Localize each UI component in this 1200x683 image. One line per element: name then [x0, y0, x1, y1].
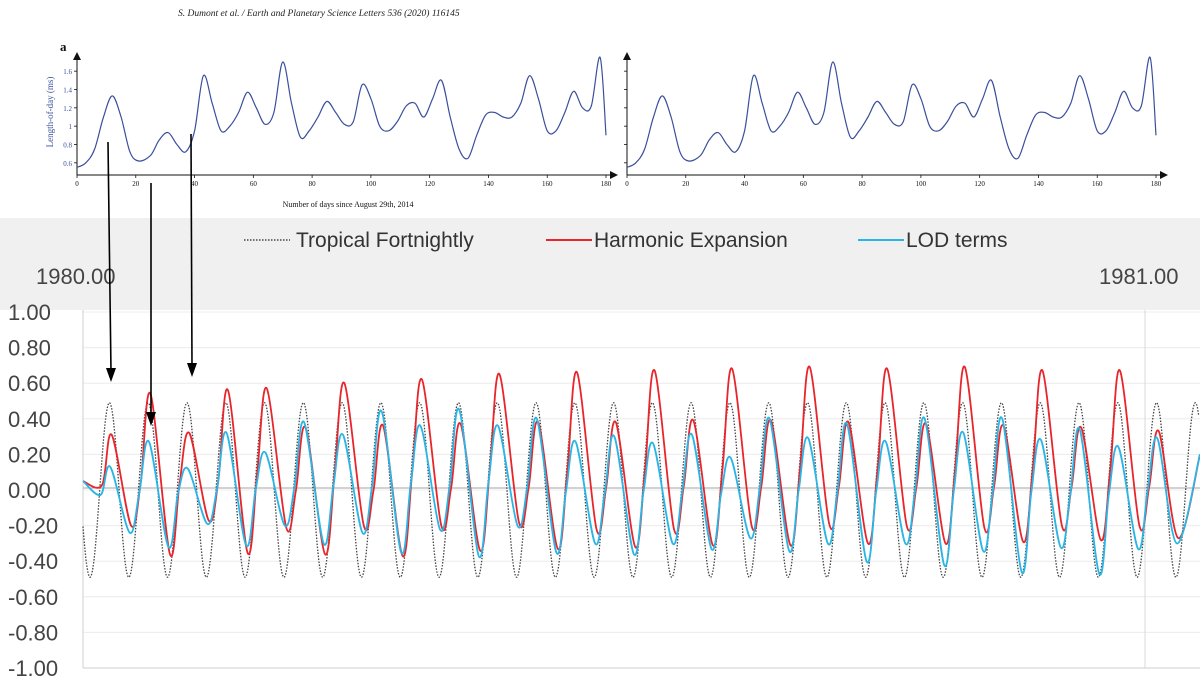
x-tick-label: 120: [424, 180, 435, 188]
legend-label-tropical: Tropical Fortnightly: [296, 229, 474, 252]
x-tick-label: 140: [1033, 180, 1044, 188]
x-tick-label: 40: [741, 180, 749, 188]
left-y-ticks: 0.6 0.8 1 1.2 1.4 1.6: [63, 68, 77, 168]
year-label-end: 1981.00: [1099, 264, 1179, 289]
x-tick-label: 100: [916, 180, 927, 188]
left-y-axis-arrow-icon: [73, 52, 81, 60]
y-tick-label: 1.00: [8, 300, 51, 325]
annotation-arrow-3: [187, 133, 197, 377]
x-tick-label: 0: [625, 180, 629, 188]
series-lod-terms: [82, 407, 1200, 576]
x-tick-label: 80: [859, 180, 867, 188]
y-tick-label: 0.20: [8, 442, 51, 467]
y-tick-label: -0.40: [8, 549, 58, 574]
arrow-head-icon: [106, 368, 116, 382]
x-tick-label: 160: [542, 180, 553, 188]
y-tick-label: 0.80: [8, 336, 51, 361]
panel-label: a: [60, 39, 67, 54]
lod-curve-left: [76, 56, 607, 168]
y-tick-label: 0.60: [8, 371, 51, 396]
y-tick-label: 0.40: [8, 407, 51, 432]
bottom-y-ticks: 1.00 0.80 0.60 0.40 0.20 0.00 -0.20 -0.40 -0.60 -…: [8, 300, 58, 681]
x-tick-label: 100: [366, 180, 377, 188]
y-tick-label: 1.4: [63, 87, 72, 95]
x-tick-label: 0: [75, 180, 79, 188]
year-label-start: 1980.00: [36, 264, 116, 289]
x-tick-label: 40: [191, 180, 199, 188]
y-tick-label: 0.8: [63, 142, 72, 150]
x-tick-label: 60: [800, 180, 808, 188]
right-y-axis-arrow-icon: [623, 52, 631, 60]
panel-a-xlabel: Number of days since August 29th, 2014: [283, 200, 414, 209]
x-tick-label: 140: [483, 180, 494, 188]
legend-band: [0, 218, 1200, 310]
lod-curve-right: [626, 56, 1157, 168]
left-x-ticks: 0 20 40 60 80 100 120 140 160 180: [75, 175, 612, 188]
right-x-axis-arrow-icon: [1160, 171, 1168, 179]
y-tick-label: 0.00: [8, 478, 51, 503]
x-tick-label: 120: [974, 180, 985, 188]
y-tick-label: 1.2: [63, 105, 72, 113]
x-tick-label: 160: [1092, 180, 1103, 188]
x-tick-label: 180: [1151, 180, 1162, 188]
y-tick-label: 1.6: [63, 68, 72, 76]
x-tick-label: 20: [132, 180, 140, 188]
left-x-axis-arrow-icon: [610, 171, 618, 179]
y-tick-label: -0.60: [8, 585, 58, 610]
y-tick-label: 0.6: [63, 160, 72, 168]
annotation-arrow-2: [146, 183, 156, 426]
right-y-ticks: [624, 70, 627, 164]
y-tick-label: -0.80: [8, 620, 58, 645]
y-tick-label: -1.00: [8, 656, 58, 681]
annotation-arrow-1: [106, 141, 116, 382]
x-tick-label: 60: [250, 180, 258, 188]
legend-label-harmonic: Harmonic Expansion: [594, 229, 788, 252]
y-tick-label: 1: [69, 123, 73, 131]
panel-a-ylabel: Length-of-day (ms): [45, 77, 55, 148]
x-tick-label: 80: [309, 180, 317, 188]
arrow-head-icon: [146, 412, 156, 426]
arrow-head-icon: [187, 363, 197, 377]
x-tick-label: 180: [601, 180, 612, 188]
citation-text: S. Dumont et al. / Earth and Planetary S…: [178, 8, 460, 19]
legend-label-lod: LOD terms: [906, 229, 1008, 252]
x-tick-label: 20: [682, 180, 690, 188]
y-tick-label: -0.20: [8, 514, 58, 539]
right-x-ticks: 0 20 40 60 80 100 120 140 160 180: [625, 175, 1162, 188]
